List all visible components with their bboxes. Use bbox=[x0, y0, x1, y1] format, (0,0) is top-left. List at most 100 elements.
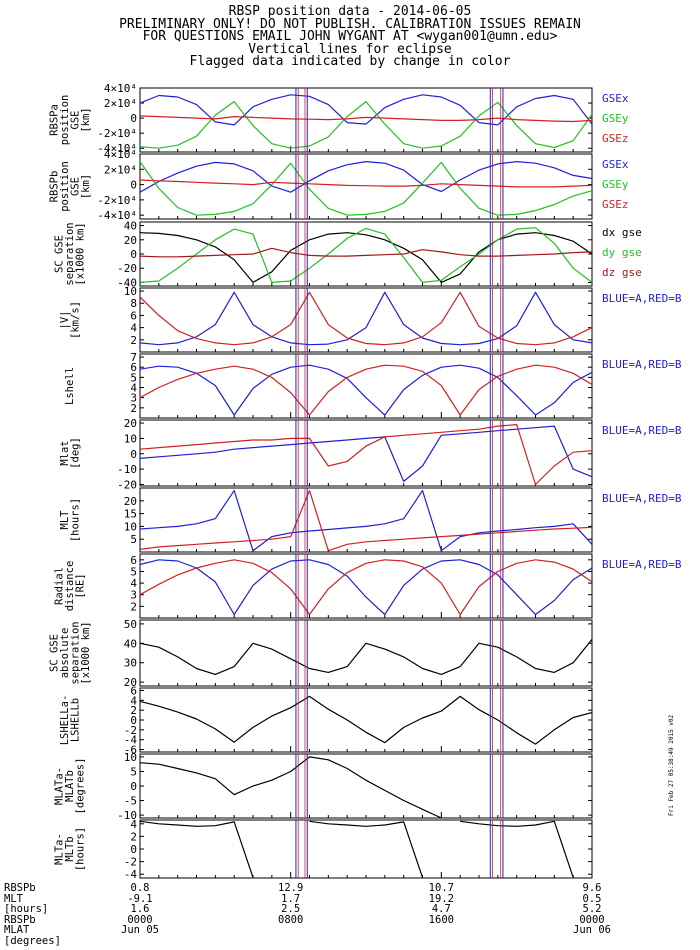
velocity-ytick-label: 8 bbox=[130, 297, 137, 310]
mlat-ylabel: [deg] bbox=[69, 437, 81, 469]
velocity-ytick-label: 4 bbox=[130, 322, 137, 335]
sc-gse-absolute-separation-series-line bbox=[139, 639, 593, 675]
sc-gse-separation-legend-entry: dz gse bbox=[602, 266, 642, 279]
mlt-difference-ylabel: MLTb bbox=[64, 836, 76, 861]
velocity-frame bbox=[139, 287, 593, 353]
lshell-ytick-label: 4 bbox=[130, 382, 137, 395]
rbspb-gse-legend-entry: GSEz bbox=[602, 198, 629, 211]
rbspa-gse-ytick-label: 4×10⁴ bbox=[104, 82, 137, 95]
footer-tick-value: 0000 bbox=[127, 913, 153, 926]
rbspb-gse-series-gsex bbox=[139, 161, 593, 193]
rbspa-gse-ytick-label: 2×10⁴ bbox=[104, 97, 137, 110]
rbspb-gse-ytick-label: -2×10⁴ bbox=[97, 194, 137, 207]
mlt-ytick-label: 5 bbox=[130, 533, 137, 546]
radial-distance-series-b bbox=[139, 559, 593, 616]
radial-distance-ytick-label: 2 bbox=[130, 600, 137, 613]
sc-gse-absolute-separation-ytick-label: 30 bbox=[124, 657, 137, 670]
mlat-difference-ytick-label: 10 bbox=[124, 751, 137, 764]
lshell-frame bbox=[139, 353, 593, 419]
eclipse-note: Vertical lines for eclipse bbox=[248, 41, 452, 57]
radial-distance-ytick-label: 6 bbox=[130, 554, 137, 567]
plot-title: RBSP position data - 2014-06-05 bbox=[228, 4, 472, 19]
footer-tick-value: 0.5 bbox=[582, 892, 602, 905]
rbspb-gse-ytick-label: 0 bbox=[130, 179, 137, 192]
mlat-ytick-label: 10 bbox=[124, 432, 137, 445]
mlt-difference-frame bbox=[139, 819, 593, 879]
rbspb-gse-legend-entry: GSEy bbox=[602, 178, 629, 191]
radial-distance-legend-entry: BLUE=A,RED=B bbox=[602, 558, 682, 571]
radial-distance-ytick-label: 3 bbox=[130, 589, 137, 602]
warning-line: PRELIMINARY ONLY! DO NOT PUBLISH. CALIBR… bbox=[119, 16, 581, 32]
timestamp-stamp: Fri Feb 27 05:38:49 2015 v02 bbox=[668, 714, 675, 816]
mlat-ytick-label: 20 bbox=[124, 417, 137, 430]
footer-tick-value: 1.6 bbox=[130, 903, 150, 915]
footer-tick-column: 12.9 1.7 2.5 0800 bbox=[266, 883, 316, 925]
lshell-ytick-label: 3 bbox=[130, 392, 137, 405]
sc-gse-absolute-separation-ytick-label: 20 bbox=[124, 676, 137, 689]
mlt-ytick-label: 15 bbox=[124, 508, 137, 521]
sc-gse-separation-series-dz-gse bbox=[139, 247, 593, 258]
footer-tick-value: 9.6 bbox=[582, 882, 602, 894]
rbspb-gse-legend-entry: GSEx bbox=[602, 158, 629, 171]
rbspa-gse-series-gsex bbox=[139, 94, 593, 126]
mlt-difference-ytick-label: 0 bbox=[130, 843, 137, 856]
mlat-ytick-label: -10 bbox=[117, 463, 137, 476]
lshell-difference-ytick-label: 0 bbox=[130, 714, 137, 727]
radial-distance-ylabel: distance bbox=[64, 561, 76, 612]
rbspa-gse-ylabel: [km] bbox=[80, 107, 92, 132]
mlat-difference-ytick-label: -5 bbox=[124, 795, 137, 808]
footer-label-rbspb2: RBSPb bbox=[4, 913, 36, 926]
lshell-series-b bbox=[139, 364, 593, 416]
mlat-difference-frame bbox=[139, 753, 593, 819]
rbspb-gse-ytick-label: -4×10⁴ bbox=[97, 209, 137, 222]
lshell-ytick-label: 2 bbox=[130, 402, 137, 415]
radial-distance-series-a bbox=[139, 559, 593, 616]
rbspa-gse-legend-entry: GSEy bbox=[602, 112, 629, 125]
mlt-ylabel: [hours] bbox=[69, 498, 81, 542]
lshell-ytick-label: 6 bbox=[130, 361, 137, 374]
footer-tick-value: 0000 bbox=[579, 913, 605, 926]
sc-gse-separation-legend-entry: dx gse bbox=[602, 226, 642, 239]
rbspb-gse-ytick-label: 4×10⁴ bbox=[104, 148, 137, 161]
sc-gse-absolute-separation-ylabel: SC GSE bbox=[48, 634, 60, 672]
footer-tick-value: 5.2 bbox=[582, 903, 602, 915]
velocity-ytick-label: 10 bbox=[124, 285, 137, 298]
mlat-series-a bbox=[139, 425, 593, 482]
mlt-legend-entry: BLUE=A,RED=B bbox=[602, 492, 682, 505]
footer-tick-value: -9.1 bbox=[127, 892, 153, 905]
mlat-difference-ylabel: MLATb bbox=[64, 770, 76, 802]
lshell-ytick-label: 7 bbox=[130, 351, 137, 364]
lshell-difference-ylabel: LSHELLa- bbox=[59, 695, 71, 746]
footer-tick-value: 0.8 bbox=[130, 882, 150, 894]
footer-label-degrees: [degrees] bbox=[4, 934, 61, 947]
mlat-ylabel: Mlat bbox=[59, 440, 71, 465]
rbspa-gse-ylabel: position bbox=[59, 95, 71, 146]
sc-gse-separation-ytick-label: -40 bbox=[117, 276, 137, 289]
lshell-difference-ytick-label: 2 bbox=[130, 704, 137, 717]
velocity-ylabel: [km/s] bbox=[69, 301, 81, 339]
sc-gse-absolute-separation-ylabel: absolute bbox=[59, 628, 71, 679]
sc-gse-separation-ytick-label: 0 bbox=[130, 248, 137, 261]
rbspa-gse-series-gsey bbox=[139, 101, 593, 149]
lshell-ylabel: Lshell bbox=[64, 367, 76, 405]
mlat-difference-ytick-label: 5 bbox=[130, 765, 137, 778]
velocity-legend-entry: BLUE=A,RED=B bbox=[602, 292, 682, 305]
sc-gse-absolute-separation-frame bbox=[139, 619, 593, 687]
mlt-difference-ylabel: [hours] bbox=[75, 827, 87, 871]
lshell-series-a bbox=[139, 364, 593, 416]
mlt-difference-ytick-label: -2 bbox=[124, 856, 137, 869]
flag-note: Flagged data indicated by change in colo… bbox=[189, 54, 511, 69]
contact-line: FOR QUESTIONS EMAIL JOHN WYGANT AT <wyga… bbox=[142, 29, 558, 44]
sc-gse-absolute-separation-ytick-label: 50 bbox=[124, 618, 137, 631]
lshell-difference-ylabel: LSHELLb bbox=[69, 698, 81, 742]
footer-tick-value: 1.7 bbox=[281, 892, 301, 905]
rbspb-gse-series-gsez bbox=[139, 179, 593, 188]
velocity-ytick-label: 2 bbox=[130, 334, 137, 347]
lshell-difference-series-line bbox=[139, 695, 593, 745]
mlt-difference-ylabel: MLTa- bbox=[54, 833, 66, 865]
mlt-ylabel: MLT bbox=[59, 510, 71, 530]
footer-tick-value: 1600 bbox=[428, 913, 454, 926]
rbspb-gse-ylabel: GSE bbox=[69, 177, 81, 196]
sc-gse-separation-ytick-label: 40 bbox=[124, 220, 137, 233]
